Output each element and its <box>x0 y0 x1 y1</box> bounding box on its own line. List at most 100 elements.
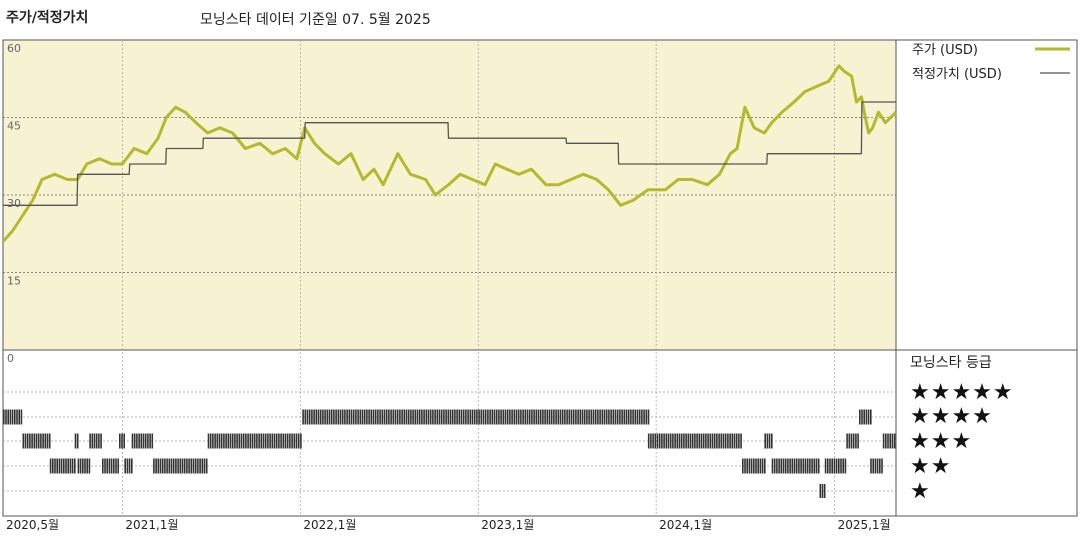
rating-tick <box>645 409 648 425</box>
rating-tick <box>831 458 833 474</box>
rating-tick <box>882 433 885 449</box>
rating-tick <box>852 433 855 449</box>
rating-tick <box>82 458 84 474</box>
rating-tick <box>286 433 289 449</box>
rating-tick <box>121 433 123 449</box>
rating-tick <box>212 433 214 449</box>
rating-tick <box>705 433 707 449</box>
rating-tick <box>840 458 842 474</box>
rating-tick <box>220 433 223 449</box>
rating-segment <box>77 458 91 474</box>
rating-tick <box>753 458 755 474</box>
rating-tick <box>363 409 366 425</box>
rating-tick <box>750 458 753 474</box>
legend-price-label: 주가 (USD) <box>912 43 978 58</box>
rating-level-3-stars: ★★★ <box>910 429 972 454</box>
rating-tick <box>427 409 430 425</box>
rating-tick <box>889 433 891 449</box>
rating-tick <box>842 458 844 474</box>
rating-tick <box>654 433 657 449</box>
rating-tick <box>247 433 249 449</box>
rating-tick <box>291 433 293 449</box>
rating-tick <box>124 458 126 474</box>
rating-segment <box>647 433 742 449</box>
rating-tick <box>190 458 193 474</box>
rating-tick <box>388 409 390 425</box>
rating-tick <box>52 458 54 474</box>
rating-tick <box>136 433 138 449</box>
rating-tick <box>647 433 650 449</box>
y-tick-label: 30 <box>7 197 21 210</box>
rating-tick <box>619 409 621 425</box>
rating-tick <box>451 409 454 425</box>
rating-tick <box>100 433 102 449</box>
rating-tick <box>746 458 748 474</box>
rating-tick <box>586 409 588 425</box>
rating-tick <box>484 409 487 425</box>
rating-tick <box>608 409 610 425</box>
rating-tick <box>656 433 659 449</box>
rating-tick <box>850 433 853 449</box>
rating-tick <box>133 433 136 449</box>
rating-tick <box>773 458 776 474</box>
rating-level-2-stars: ★★ <box>910 454 951 479</box>
rating-tick <box>357 409 359 425</box>
rating-tick <box>824 458 827 474</box>
rating-tick <box>383 409 386 425</box>
rating-tick <box>881 458 883 474</box>
rating-tick <box>638 409 641 425</box>
rating-segment <box>771 458 820 474</box>
rating-tick <box>311 409 313 425</box>
chart-title: 주가/적정가치 <box>6 10 89 26</box>
rating-tick <box>11 409 14 425</box>
rating-tick <box>456 409 458 425</box>
rating-tick <box>333 409 335 425</box>
rating-tick <box>844 458 847 474</box>
rating-tick <box>69 458 72 474</box>
rating-segment <box>119 433 125 449</box>
rating-tick <box>531 409 533 425</box>
rating-tick <box>251 433 254 449</box>
rating-tick <box>550 409 553 425</box>
rating-tick <box>119 433 121 449</box>
rating-tick <box>249 433 252 449</box>
rating-tick <box>399 409 401 425</box>
rating-tick <box>238 433 241 449</box>
rating-tick <box>709 433 712 449</box>
rating-tick <box>817 458 820 474</box>
rating-tick <box>680 433 683 449</box>
rating-tick <box>390 409 392 425</box>
rating-tick <box>126 458 129 474</box>
rating-tick <box>84 458 86 474</box>
rating-tick <box>192 458 195 474</box>
rating-tick <box>778 458 780 474</box>
rating-tick <box>181 458 184 474</box>
rating-tick <box>471 409 474 425</box>
rating-segment <box>819 484 826 498</box>
rating-tick <box>597 409 599 425</box>
y-tick-label: 0 <box>7 352 14 365</box>
rating-tick <box>76 433 79 449</box>
rating-tick <box>887 433 889 449</box>
rating-segment <box>302 409 650 425</box>
rating-tick <box>687 433 690 449</box>
rating-tick <box>372 409 375 425</box>
rating-tick <box>218 433 221 449</box>
series-layer <box>1 64 898 243</box>
rating-tick <box>848 433 851 449</box>
y-axis-ticks: 60 45 30 15 0 <box>7 42 21 365</box>
rating-tick <box>716 433 718 449</box>
rating-tick <box>58 458 61 474</box>
rating-tick <box>328 409 331 425</box>
rating-tick <box>168 458 171 474</box>
rating-tick <box>348 409 351 425</box>
rating-tick <box>487 409 489 425</box>
rating-tick <box>528 409 531 425</box>
rating-tick <box>755 458 757 474</box>
rating-tick <box>166 458 168 474</box>
rating-tick <box>787 458 789 474</box>
rating-tick <box>60 458 63 474</box>
rating-tick <box>557 409 560 425</box>
rating-tick <box>625 409 628 425</box>
rating-tick <box>170 458 173 474</box>
